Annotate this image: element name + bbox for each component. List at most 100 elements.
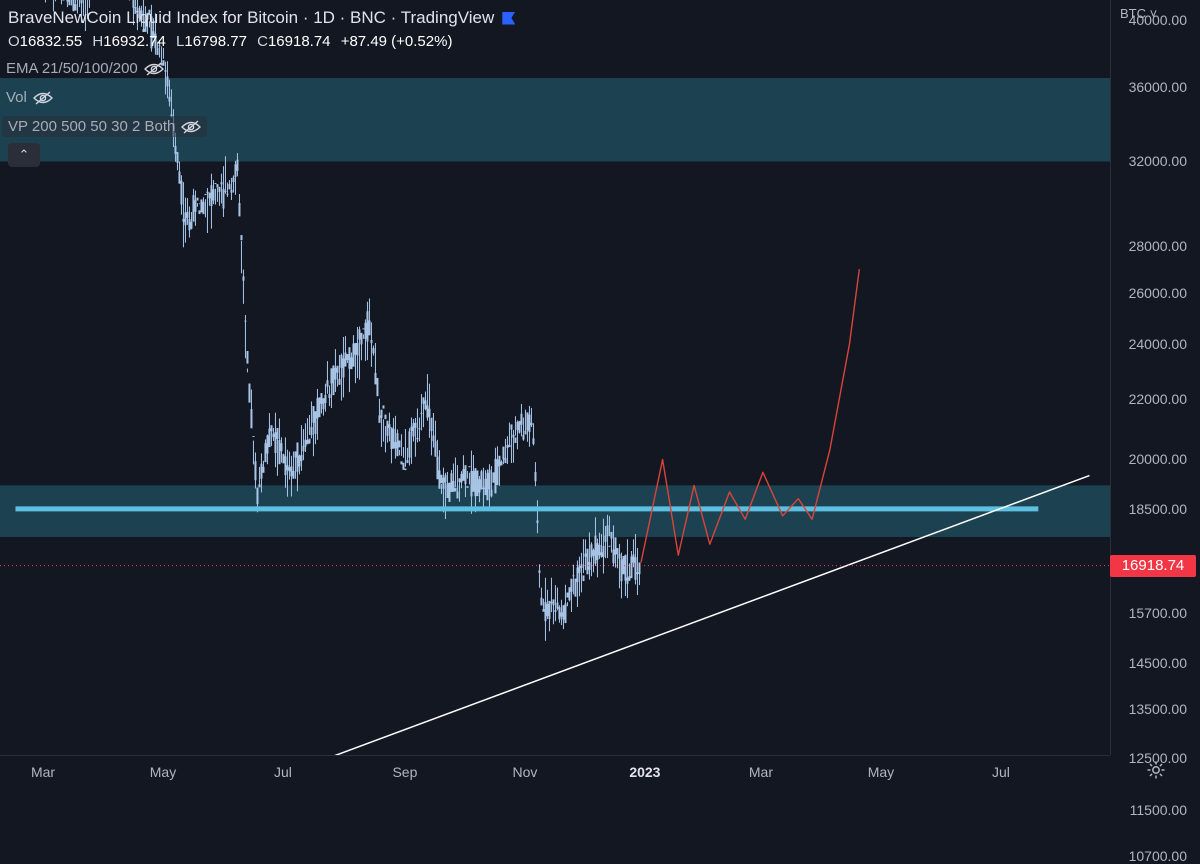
candle-body-94 bbox=[202, 202, 204, 214]
y-tick-label: 24000.00 bbox=[1129, 336, 1187, 352]
candle-body-270 bbox=[554, 610, 556, 612]
candle-body-108 bbox=[230, 190, 232, 193]
candle-body-280 bbox=[574, 579, 576, 597]
currency-selector[interactable]: BTC ˅ bbox=[1120, 6, 1157, 21]
x-tick-label: Nov bbox=[512, 764, 537, 780]
candle-body-240 bbox=[494, 459, 496, 494]
candle-body-275 bbox=[564, 604, 566, 623]
candle-body-295 bbox=[604, 536, 606, 542]
candle-body-59 bbox=[132, 0, 134, 8]
candle-body-246 bbox=[506, 445, 508, 448]
candle-body-161 bbox=[336, 366, 338, 373]
x-tick-label: Sep bbox=[392, 764, 417, 780]
indicator-ema[interactable]: EMA 21/50/100/200 bbox=[6, 60, 164, 77]
candle-body-139 bbox=[292, 471, 294, 479]
gear-icon[interactable] bbox=[1146, 760, 1166, 780]
candle-body-117 bbox=[248, 383, 250, 402]
candle-body-201 bbox=[416, 438, 418, 439]
candle-body-249 bbox=[512, 435, 514, 438]
candle-body-149 bbox=[312, 406, 314, 423]
candle-body-278 bbox=[570, 579, 572, 592]
candle-body-116 bbox=[246, 351, 248, 364]
candle-body-92 bbox=[198, 210, 200, 214]
candle-body-98 bbox=[210, 185, 212, 206]
candle-body-252 bbox=[518, 421, 520, 433]
candle-body-182 bbox=[378, 415, 380, 423]
y-tick-label: 32000.00 bbox=[1129, 153, 1187, 169]
candle-body-244 bbox=[502, 447, 504, 460]
candle-body-24 bbox=[62, 0, 64, 1]
candle-body-187 bbox=[388, 424, 390, 428]
candle-body-128 bbox=[270, 425, 272, 431]
candle-body-99 bbox=[212, 189, 214, 200]
candle-body-274 bbox=[562, 605, 564, 619]
candle-body-90 bbox=[194, 200, 196, 212]
candle-body-93 bbox=[200, 199, 202, 212]
candle-body-263 bbox=[540, 598, 542, 606]
candle-body-174 bbox=[362, 328, 364, 329]
candle-body-299 bbox=[612, 550, 614, 564]
candle-body-87 bbox=[188, 219, 190, 230]
candle-body-268 bbox=[550, 602, 552, 603]
candle-body-210 bbox=[434, 441, 436, 456]
flag-icon[interactable] bbox=[502, 12, 515, 25]
candle-body-64 bbox=[142, 29, 144, 32]
indicator-vp[interactable]: VP 200 500 50 30 2 Both bbox=[2, 116, 207, 137]
candle-body-272 bbox=[558, 607, 560, 619]
y-tick-label: 22000.00 bbox=[1129, 391, 1187, 407]
indicator-vol[interactable]: Vol bbox=[6, 89, 53, 106]
candle-body-154 bbox=[322, 398, 324, 409]
candle-body-247 bbox=[508, 445, 510, 447]
hidden-eye-icon[interactable] bbox=[144, 62, 164, 76]
high-value: 16932.74 bbox=[103, 33, 166, 50]
candle-body-208 bbox=[430, 418, 432, 431]
symbol-title[interactable]: BraveNewCoin Liquid Index for Bitcoin · … bbox=[8, 8, 494, 28]
candle-body-95 bbox=[204, 194, 206, 195]
candle-body-113 bbox=[240, 235, 242, 240]
candle-body-230 bbox=[474, 468, 476, 496]
candle-body-243 bbox=[500, 462, 502, 466]
candle-body-217 bbox=[448, 483, 450, 502]
candle-body-151 bbox=[316, 398, 318, 418]
candle-body-150 bbox=[314, 411, 316, 434]
candle-body-207 bbox=[428, 409, 430, 417]
candle-body-76 bbox=[166, 76, 168, 86]
candle-body-192 bbox=[398, 441, 400, 448]
candle-body-260 bbox=[534, 472, 536, 481]
candle-body-193 bbox=[400, 461, 402, 464]
candle-body-205 bbox=[424, 400, 426, 409]
candle-body-251 bbox=[516, 422, 518, 430]
collapse-legend-button[interactable]: ⌃ bbox=[8, 143, 40, 167]
candle-body-266 bbox=[546, 604, 548, 616]
candle-body-169 bbox=[352, 344, 354, 367]
price-chart[interactable] bbox=[0, 0, 1110, 755]
candle-body-107 bbox=[228, 184, 230, 189]
y-tick-label: 28000.00 bbox=[1129, 238, 1187, 254]
hidden-eye-icon[interactable] bbox=[181, 120, 201, 134]
candle-body-183 bbox=[380, 410, 382, 418]
candle-body-152 bbox=[318, 397, 320, 417]
y-tick-label: 14500.00 bbox=[1129, 655, 1187, 671]
candle-body-178 bbox=[370, 340, 372, 343]
candle-body-186 bbox=[386, 421, 388, 436]
candle-body-250 bbox=[514, 437, 516, 442]
candle-body-130 bbox=[274, 432, 276, 453]
hidden-eye-icon[interactable] bbox=[33, 91, 53, 105]
candle-body-110 bbox=[234, 164, 236, 177]
candle-body-142 bbox=[298, 456, 300, 467]
candle-body-237 bbox=[488, 470, 490, 490]
y-tick-label: 26000.00 bbox=[1129, 285, 1187, 301]
candle-body-199 bbox=[412, 423, 414, 436]
candle-body-129 bbox=[272, 434, 274, 438]
candle-body-143 bbox=[300, 455, 302, 461]
y-tick-label: 20000.00 bbox=[1129, 451, 1187, 467]
candle-body-153 bbox=[320, 393, 322, 404]
candle-body-220 bbox=[454, 488, 456, 492]
candle-body-175 bbox=[364, 323, 366, 339]
y-tick-label: 36000.00 bbox=[1129, 79, 1187, 95]
vp-label: VP 200 500 50 30 2 Both bbox=[8, 118, 175, 135]
candle-body-103 bbox=[220, 182, 222, 184]
candle-body-222 bbox=[458, 479, 460, 482]
